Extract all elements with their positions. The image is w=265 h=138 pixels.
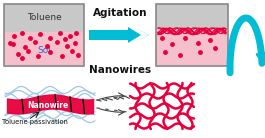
- Bar: [4, 32, 84, 66]
- Bar: [4, 4, 84, 32]
- Bar: [156, 4, 228, 66]
- Text: Agitation: Agitation: [93, 8, 147, 18]
- Text: Toluene passivation: Toluene passivation: [2, 119, 68, 125]
- Text: Sol: Sol: [37, 46, 51, 55]
- Bar: [4, 4, 84, 66]
- Text: Nanowires: Nanowires: [89, 65, 151, 75]
- FancyArrow shape: [89, 27, 141, 43]
- Bar: [156, 4, 228, 28]
- Text: Nanowire: Nanowire: [27, 102, 69, 111]
- Bar: [156, 28, 228, 66]
- Text: Toluene: Toluene: [26, 14, 61, 22]
